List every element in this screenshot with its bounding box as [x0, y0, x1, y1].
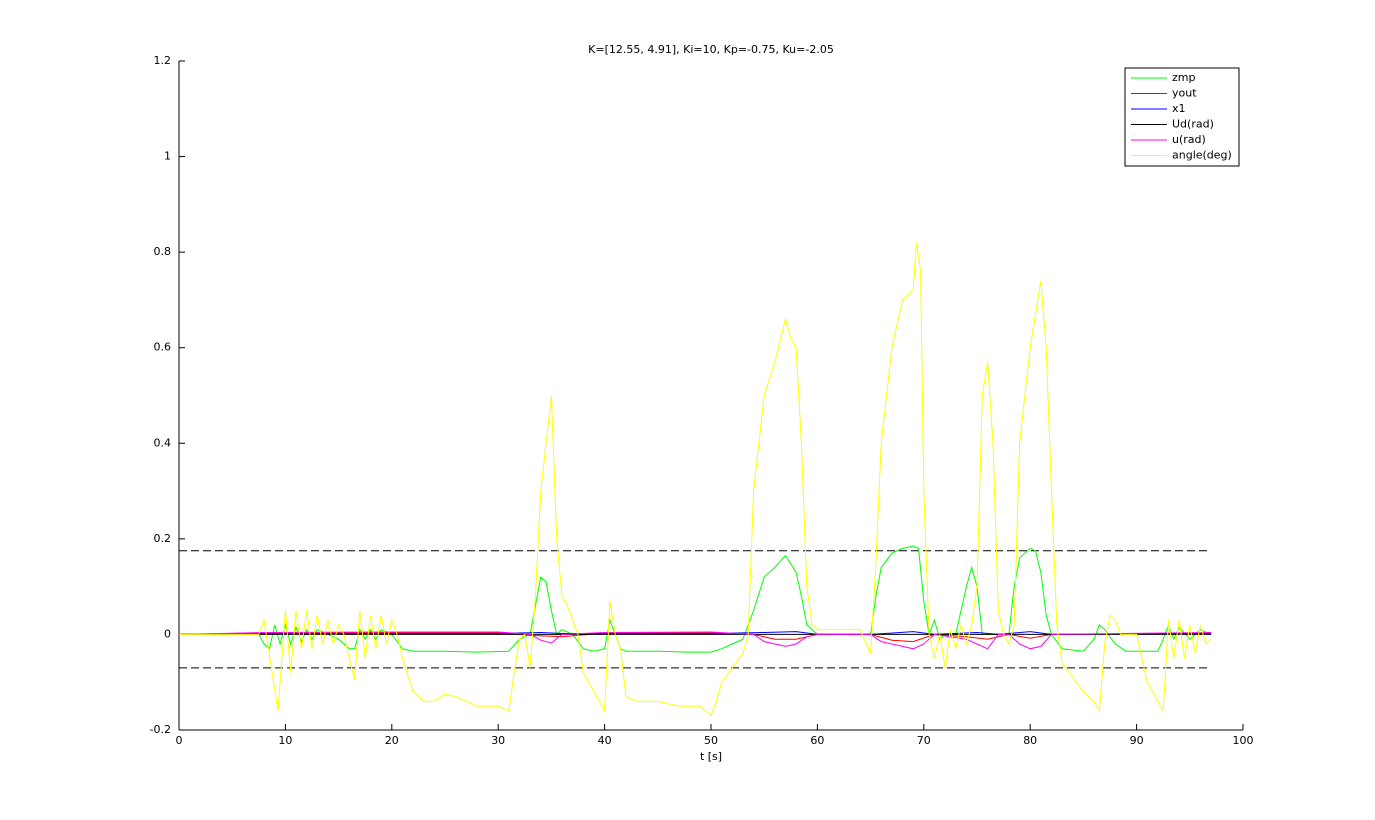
- x-tick-label: 30: [491, 734, 505, 747]
- legend-label: Ud(rad): [1172, 118, 1214, 131]
- y-tick-label: -0.2: [150, 723, 171, 736]
- x-tick-label: 90: [1130, 734, 1144, 747]
- series-line: [178, 631, 1212, 650]
- series-line: [179, 545, 1212, 653]
- legend-label: zmp: [1172, 71, 1195, 84]
- y-tick-label: 0.6: [154, 341, 172, 354]
- legend-label: yout: [1172, 87, 1197, 100]
- x-tick-label: 60: [810, 734, 824, 747]
- legend-label: u(rad): [1172, 133, 1206, 146]
- legend-label: x1: [1172, 102, 1186, 115]
- x-tick-label: 50: [704, 734, 718, 747]
- y-tick-label: 0.8: [154, 245, 172, 258]
- x-tick-label: 20: [385, 734, 399, 747]
- x-tick-label: 80: [1023, 734, 1037, 747]
- x-tick-label: 100: [1233, 734, 1254, 747]
- x-tick-label: 10: [278, 734, 292, 747]
- y-tick-label: 1.2: [154, 54, 172, 67]
- chart-title: K=[12.55, 4.91], Ki=10, Kp=-0.75, Ku=-2.…: [588, 43, 834, 56]
- legend-box: [1124, 67, 1240, 167]
- x-tick-label: 40: [598, 734, 612, 747]
- legend: zmp yout x1 Ud(rad) u(rad) angle(deg): [1124, 67, 1240, 167]
- x-tick-label: 70: [917, 734, 931, 747]
- legend-label: angle(deg): [1172, 149, 1232, 162]
- y-tick-label: 1: [164, 150, 171, 163]
- x-tick-label: 0: [176, 734, 183, 747]
- y-tick-label: 0.2: [154, 532, 172, 545]
- y-tick-label: 0.4: [154, 436, 172, 449]
- y-tick-label: 0: [164, 627, 171, 640]
- x-axis-label: t [s]: [700, 750, 722, 763]
- series-line: [179, 242, 1212, 717]
